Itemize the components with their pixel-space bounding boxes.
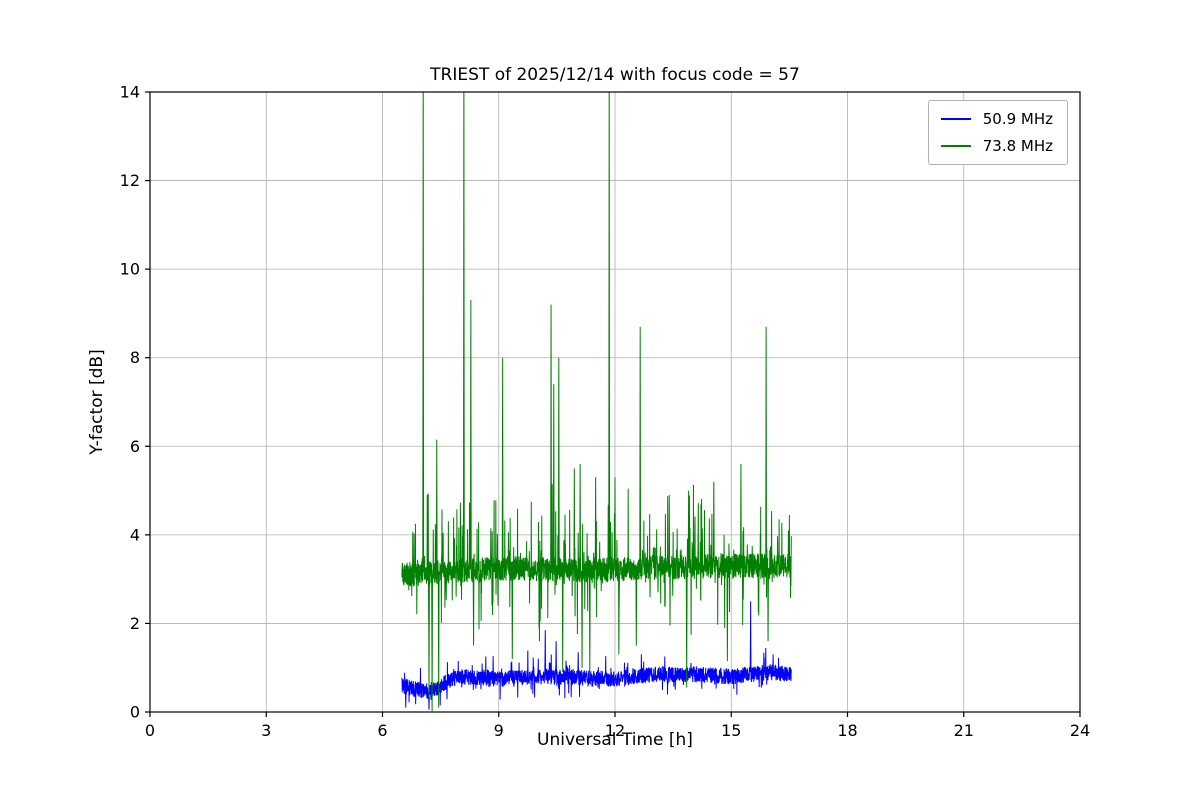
legend-label: 50.9 MHz <box>982 110 1053 128</box>
legend-entry: 50.9 MHz <box>940 110 1053 128</box>
series-line-73.8-mhz <box>401 92 792 712</box>
x-tick-label: 0 <box>145 721 155 740</box>
chart-title: TRIEST of 2025/12/14 with focus code = 5… <box>430 65 800 85</box>
y-tick-label: 2 <box>130 614 140 633</box>
y-tick-label: 0 <box>130 703 140 722</box>
series-line-50.9-mhz <box>401 601 792 710</box>
legend-label: 73.8 MHz <box>982 137 1053 155</box>
legend-line-swatch <box>940 145 971 147</box>
x-tick-label: 15 <box>721 721 741 740</box>
y-tick-label: 14 <box>120 83 140 102</box>
x-tick-label: 18 <box>837 721 857 740</box>
x-tick-label: 21 <box>954 721 974 740</box>
legend-line-swatch <box>940 118 971 120</box>
x-tick-label: 9 <box>494 721 504 740</box>
y-tick-label: 12 <box>120 171 140 190</box>
x-tick-label: 3 <box>261 721 271 740</box>
y-tick-label: 8 <box>130 348 140 367</box>
x-tick-label: 24 <box>1070 721 1090 740</box>
y-tick-label: 4 <box>130 525 140 544</box>
y-tick-label: 6 <box>130 437 140 456</box>
x-axis-label: Universal Time [h] <box>537 730 693 750</box>
x-tick-label: 12 <box>605 721 625 740</box>
y-tick-label: 10 <box>120 260 140 279</box>
legend-entry: 73.8 MHz <box>940 137 1053 155</box>
x-tick-label: 6 <box>377 721 387 740</box>
legend: 50.9 MHz 73.8 MHz <box>927 100 1068 165</box>
